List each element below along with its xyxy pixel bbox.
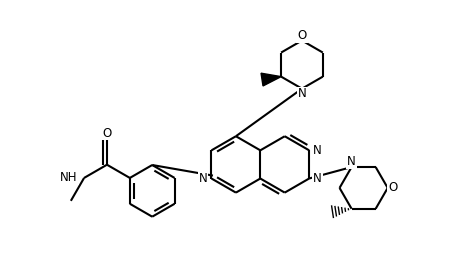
- Text: N: N: [347, 155, 356, 168]
- Text: N: N: [313, 144, 322, 157]
- Text: N: N: [313, 172, 322, 185]
- Polygon shape: [261, 73, 281, 86]
- Text: N: N: [298, 87, 307, 100]
- Text: O: O: [388, 181, 398, 194]
- Text: O: O: [297, 29, 307, 42]
- Text: N: N: [199, 172, 207, 185]
- Text: O: O: [102, 126, 112, 139]
- Text: NH: NH: [60, 171, 78, 184]
